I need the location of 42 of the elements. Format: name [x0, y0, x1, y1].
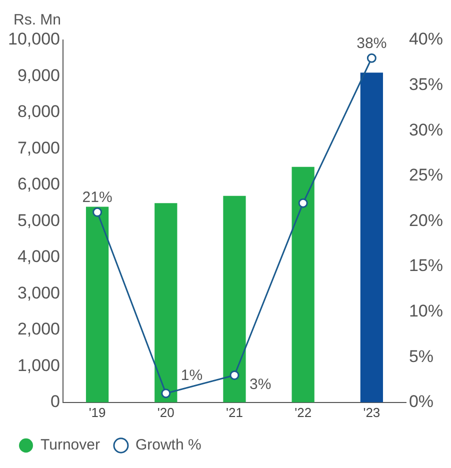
y-tick-label: 5,000 [17, 210, 60, 230]
point [366, 53, 376, 63]
y2-tick-label: 30% [408, 120, 444, 140]
bar [223, 196, 246, 402]
y-tick-label: 3,000 [17, 283, 60, 302]
data-label: 21% [82, 188, 112, 206]
y-tick-label: 1,000 [17, 356, 60, 375]
y-tick-label: 7,000 [17, 138, 60, 158]
x-tick-label: '19 [88, 404, 106, 420]
y-tick-label: 10,000 [8, 30, 60, 49]
x-tick-label: '21 [226, 404, 243, 420]
data-label: 3% [249, 376, 272, 393]
bar [360, 72, 383, 402]
bar [292, 166, 314, 402]
x-tick-label: '20 [157, 404, 174, 420]
y2-tick-label: 10% [408, 301, 444, 320]
bar [86, 206, 109, 402]
y2-tick-label: 35% [408, 74, 444, 94]
y2-tick-label: 20% [408, 210, 444, 230]
y2-tick-label: 0% [408, 392, 434, 412]
y-tick-label: 2,000 [17, 320, 60, 339]
bar [154, 203, 178, 402]
data-label: 1% [180, 366, 203, 384]
y2-tick-label: 25% [408, 166, 444, 185]
y-tick-label: 0 [50, 392, 60, 412]
point [161, 388, 171, 398]
point [92, 207, 102, 217]
x-tick-label: '23 [363, 404, 380, 420]
y2-tick-label: 15% [408, 256, 444, 276]
y-tick-label: 4,000 [17, 247, 60, 266]
y-axis-title: Rs. Mn [13, 12, 61, 29]
x-tick-label: '22 [294, 404, 312, 420]
legend-label: Turnover [40, 436, 100, 454]
legend-label: Growth % [135, 436, 202, 454]
y-tick-label: 9,000 [17, 66, 60, 85]
point [298, 198, 308, 208]
y2-tick-label: 40% [408, 30, 444, 49]
y-tick-label: 8,000 [17, 102, 60, 122]
y2-tick-label: 5% [408, 346, 434, 366]
y-tick-label: 6,000 [17, 174, 60, 194]
data-label: 38% [356, 34, 387, 52]
point [230, 370, 240, 380]
